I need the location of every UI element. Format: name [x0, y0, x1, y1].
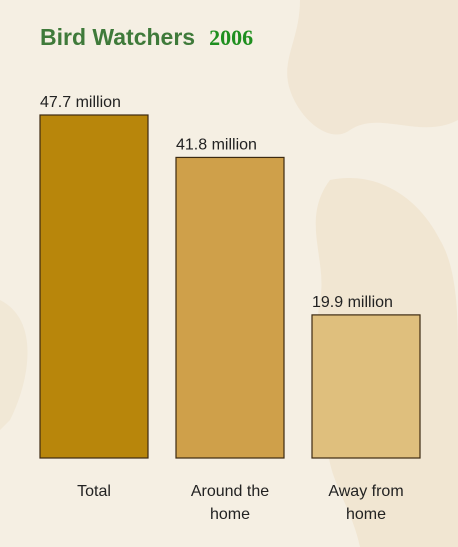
category-label-1-line-0: Around the — [191, 483, 269, 500]
chart-title: Bird Watchers — [40, 24, 196, 50]
category-label-1-line-1: home — [210, 506, 250, 523]
bar-0 — [39, 114, 149, 459]
category-label-0-line-0: Total — [77, 483, 111, 500]
bar-1 — [175, 156, 285, 459]
bar-2 — [311, 314, 421, 459]
category-label-2-line-0: Away from — [328, 483, 403, 500]
data-label-2: 19.9 million — [312, 294, 393, 311]
data-label-1: 41.8 million — [176, 136, 257, 153]
chart-title-row: Bird Watchers 2006 — [40, 24, 253, 51]
chart-subtitle: 2006 — [209, 25, 254, 50]
data-label-0: 47.7 million — [40, 94, 121, 111]
category-label-2-line-1: home — [346, 506, 386, 523]
